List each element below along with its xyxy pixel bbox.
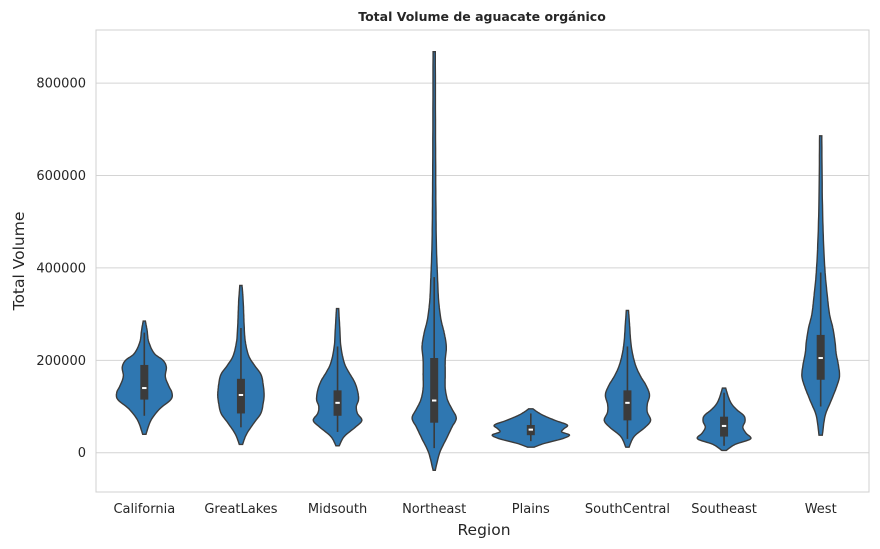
violin-northeast	[411, 51, 458, 471]
x-tick-label: Southeast	[691, 502, 757, 517]
x-tick-label: Plains	[512, 502, 550, 517]
violin-california	[115, 320, 173, 435]
y-tick-label: 600000	[36, 169, 86, 184]
plot-area	[96, 30, 869, 492]
x-tick-label: Northeast	[402, 502, 466, 517]
x-tick-label: SouthCentral	[585, 502, 670, 517]
violin-iqr-box	[623, 390, 632, 421]
violin-midsouth	[312, 307, 363, 447]
grid-lines	[96, 82, 869, 454]
y-tick-label: 200000	[36, 354, 86, 369]
violin-iqr-box	[140, 364, 149, 400]
y-tick-label: 800000	[36, 77, 86, 92]
violin-iqr-box	[430, 358, 439, 423]
x-axis-label: Region	[457, 521, 510, 539]
x-tick-label: Midsouth	[308, 502, 367, 517]
x-tick-label: California	[113, 502, 175, 517]
y-tick-labels: 0 200000 400000 600000 800000	[36, 77, 86, 462]
violin-west	[801, 135, 841, 436]
y-axis-label: Total Volume	[10, 212, 28, 312]
x-tick-label: West	[805, 502, 837, 517]
violins	[115, 51, 841, 471]
plot-frame	[95, 29, 870, 493]
y-tick-label: 0	[78, 446, 86, 461]
chart-title: Total Volume de aguacate orgánico	[358, 9, 606, 24]
x-tick-label: GreatLakes	[204, 502, 277, 517]
violin-southeast	[696, 387, 752, 452]
violin-body	[411, 51, 458, 471]
violin-iqr-box	[236, 378, 245, 414]
violin-plains	[491, 408, 571, 448]
violin-greatlakes	[216, 284, 265, 446]
x-tick-labels: California GreatLakes Midsouth Northeast Pla…	[113, 502, 836, 517]
y-tick-label: 400000	[36, 261, 86, 276]
violin-southcentral	[603, 309, 652, 448]
